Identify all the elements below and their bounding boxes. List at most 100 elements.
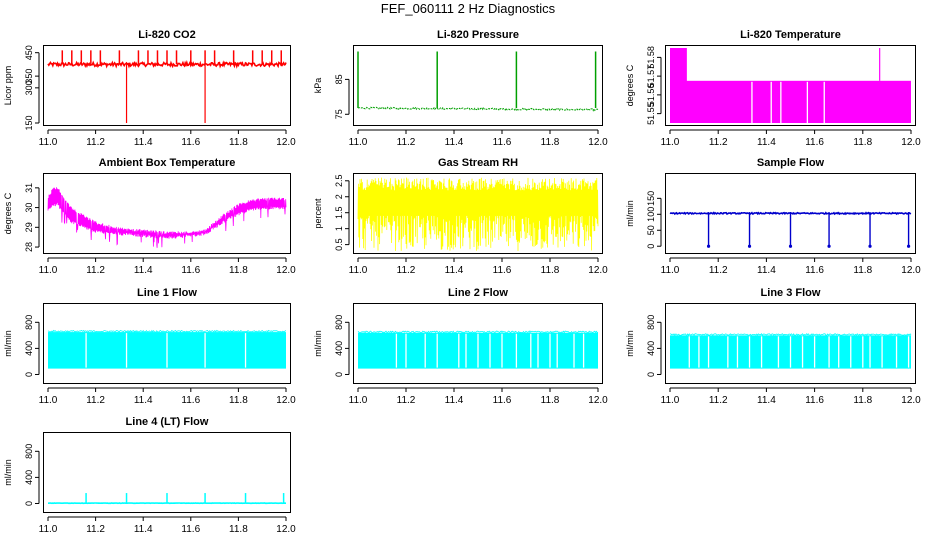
chart-data-area: [670, 332, 912, 369]
x-tick-label: 11.6: [805, 265, 824, 276]
x-tick-label: 11.0: [39, 524, 58, 535]
x-tick-label: 11.8: [541, 395, 560, 406]
x-tick-label: 11.8: [853, 137, 872, 148]
y-axis-label: ml/min: [3, 330, 13, 357]
y-axis-label: kPa: [313, 78, 323, 94]
y-tick-label: 50: [646, 225, 656, 235]
plot-frame: [665, 173, 916, 254]
x-tick-label: 11.2: [86, 137, 105, 148]
chart-title: Line 4 (LT) Flow: [126, 416, 209, 428]
plot-frame: [665, 303, 916, 384]
y-tick-label: 2.5: [334, 175, 344, 188]
plot-frame: [353, 45, 603, 126]
chart-data-area: [357, 51, 599, 112]
plot-frame: [43, 45, 291, 126]
dip-point: [747, 244, 752, 248]
chart-title: Line 2 Flow: [448, 287, 508, 299]
x-tick-label: 11.6: [493, 265, 512, 276]
x-tick-label: 12.0: [276, 395, 296, 406]
y-tick-label: 350: [24, 69, 34, 84]
x-tick-label: 11.8: [229, 524, 248, 535]
x-tick-label: 11.0: [39, 265, 58, 276]
chart-title: Sample Flow: [757, 157, 825, 169]
x-tick-label: 11.4: [134, 524, 153, 535]
y-tick-label: 30: [24, 203, 34, 213]
dip-point: [906, 244, 911, 248]
y-tick-label: 0: [646, 244, 656, 249]
y-tick-label: 75: [334, 109, 344, 119]
y-tick-label: 400: [646, 341, 656, 356]
chart-panel: Line 1 Flow ml/min 11.0 11.2 11.4 11.6 11.8 12.…: [3, 287, 296, 406]
x-tick-label: 11.0: [661, 265, 680, 276]
dip-point: [788, 244, 793, 248]
y-tick-label: 0: [24, 372, 34, 377]
x-tick-label: 12.0: [901, 265, 921, 276]
series-line: [357, 177, 599, 251]
x-tick-label: 11.6: [181, 137, 200, 148]
chart-panel: Li-820 Temperature degrees C 11.0 11.2 11.4 1…: [625, 29, 921, 148]
plot-frame: [353, 303, 603, 384]
y-tick-label: 51.57: [646, 65, 656, 88]
chart-title: Li-820 Pressure: [437, 29, 519, 41]
x-tick-label: 11.4: [445, 395, 464, 406]
y-axis-label: Licor ppm: [3, 66, 13, 106]
x-tick-label: 11.8: [229, 395, 248, 406]
x-tick-label: 12.0: [588, 395, 608, 406]
chart-title: Line 1 Flow: [137, 287, 197, 299]
chart-title: Line 3 Flow: [761, 287, 821, 299]
chart-title: Li-820 Temperature: [740, 29, 841, 41]
chart-panel: Sample Flow ml/min 11.0 11.2 11.4 11.6 11.8 12.…: [625, 157, 921, 276]
x-tick-label: 11.2: [397, 395, 416, 406]
chart-data-area: [47, 329, 287, 369]
x-tick-label: 11.0: [39, 137, 58, 148]
y-tick-label: 150: [646, 191, 656, 206]
x-tick-label: 11.2: [709, 137, 728, 148]
y-tick-label: 1: [334, 226, 344, 231]
x-tick-label: 12.0: [276, 137, 296, 148]
x-tick-label: 11.4: [757, 265, 776, 276]
y-tick-label: 31: [24, 183, 34, 193]
x-tick-label: 11.4: [445, 137, 464, 148]
plot-frame: [353, 173, 603, 254]
x-tick-label: 11.0: [39, 395, 58, 406]
x-tick-label: 11.4: [134, 265, 153, 276]
series-line: [357, 330, 599, 334]
y-tick-label: 85: [334, 74, 344, 84]
chart-panel: Line 2 Flow ml/min 11.0 11.2 11.4 11.6 11.8 12.…: [313, 287, 608, 406]
x-tick-label: 11.8: [541, 137, 560, 148]
y-axis-label: ml/min: [3, 459, 13, 486]
series-line: [47, 187, 287, 248]
y-axis-label: degrees C: [625, 64, 635, 106]
x-tick-label: 11.6: [493, 137, 512, 148]
x-tick-label: 11.4: [134, 137, 153, 148]
chart-title: Li-820 CO2: [138, 29, 195, 41]
y-tick-label: 51.58: [646, 46, 656, 69]
y-tick-label: 2: [334, 194, 344, 199]
dip-point: [868, 244, 872, 248]
y-tick-label: 51.55: [646, 102, 656, 125]
chart-panel: Li-820 Pressure kPa 11.0 11.2 11.4 11.6 11.8 12…: [313, 29, 608, 148]
x-tick-label: 11.6: [181, 395, 200, 406]
chart-panel: Ambient Box Temperature degrees C 11.0 11.2…: [3, 157, 296, 276]
x-tick-label: 11.2: [86, 395, 105, 406]
x-tick-label: 12.0: [276, 524, 296, 535]
x-tick-label: 11.8: [853, 395, 872, 406]
y-tick-label: 400: [24, 470, 34, 485]
plot-frame: [43, 432, 291, 513]
chart-data-area: [48, 493, 286, 505]
x-tick-label: 12.0: [901, 395, 921, 406]
x-tick-label: 11.2: [397, 137, 416, 148]
x-tick-label: 11.8: [229, 265, 248, 276]
x-tick-label: 11.2: [86, 265, 105, 276]
y-tick-label: 100: [646, 207, 656, 222]
x-tick-label: 11.4: [134, 395, 153, 406]
chart-data-area: [47, 187, 287, 248]
chart-data-area: [357, 177, 599, 251]
x-tick-label: 12.0: [276, 265, 296, 276]
y-axis-label: ml/min: [625, 200, 635, 227]
chart-panel: Line 4 (LT) Flow ml/min 11.0 11.2 11.4 11.6 11…: [3, 416, 296, 535]
x-tick-label: 11.2: [86, 524, 105, 535]
series-line: [357, 106, 599, 112]
x-tick-label: 12.0: [901, 137, 921, 148]
